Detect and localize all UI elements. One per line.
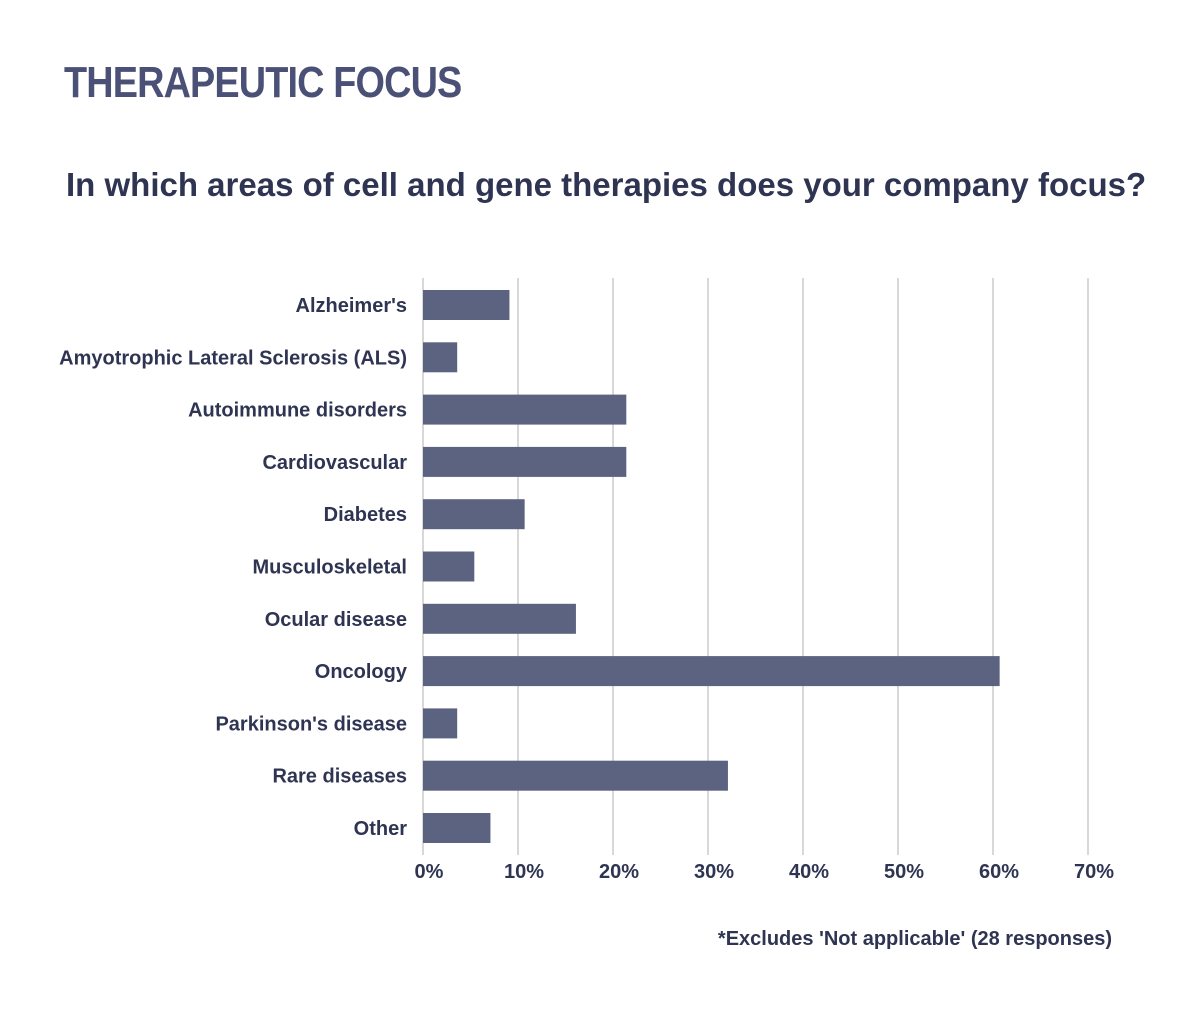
x-tick-label: 20%: [599, 861, 639, 883]
bar: [423, 603, 576, 634]
bar: [423, 446, 627, 477]
category-label: Rare diseases: [272, 766, 407, 788]
category-label: Oncology: [315, 661, 408, 683]
category-label: Musculoskeletal: [252, 557, 407, 579]
x-tick-label: 40%: [789, 861, 829, 883]
x-tick-label: 30%: [694, 861, 734, 883]
x-tick-label: 70%: [1074, 861, 1114, 883]
bar: [423, 394, 627, 425]
bar: [423, 290, 510, 320]
bar: [423, 708, 458, 739]
page-title: THERAPEUTIC FOCUS: [64, 58, 462, 107]
footnote: *Excludes 'Not applicable' (28 responses…: [717, 928, 1112, 950]
bar: [423, 760, 728, 791]
category-label: Amyotrophic Lateral Sclerosis (ALS): [59, 347, 407, 369]
category-label: Parkinson's disease: [215, 713, 407, 735]
category-label: Ocular disease: [265, 609, 407, 631]
bar: [423, 656, 1000, 687]
chart-question: In which areas of cell and gene therapie…: [66, 166, 1147, 203]
bar: [423, 551, 475, 582]
bar: [423, 813, 491, 843]
bar: [423, 499, 525, 530]
category-label: Cardiovascular: [262, 452, 407, 474]
bar: [423, 342, 458, 373]
category-label: Alzheimer's: [296, 295, 407, 317]
x-tick-label: 60%: [979, 861, 1019, 883]
x-tick-label: 10%: [504, 861, 544, 883]
category-label: Other: [354, 818, 408, 840]
x-tick-label: 0%: [415, 861, 444, 883]
x-tick-label: 50%: [884, 861, 924, 883]
category-label: Diabetes: [324, 504, 407, 526]
category-label: Autoimmune disorders: [188, 400, 407, 422]
